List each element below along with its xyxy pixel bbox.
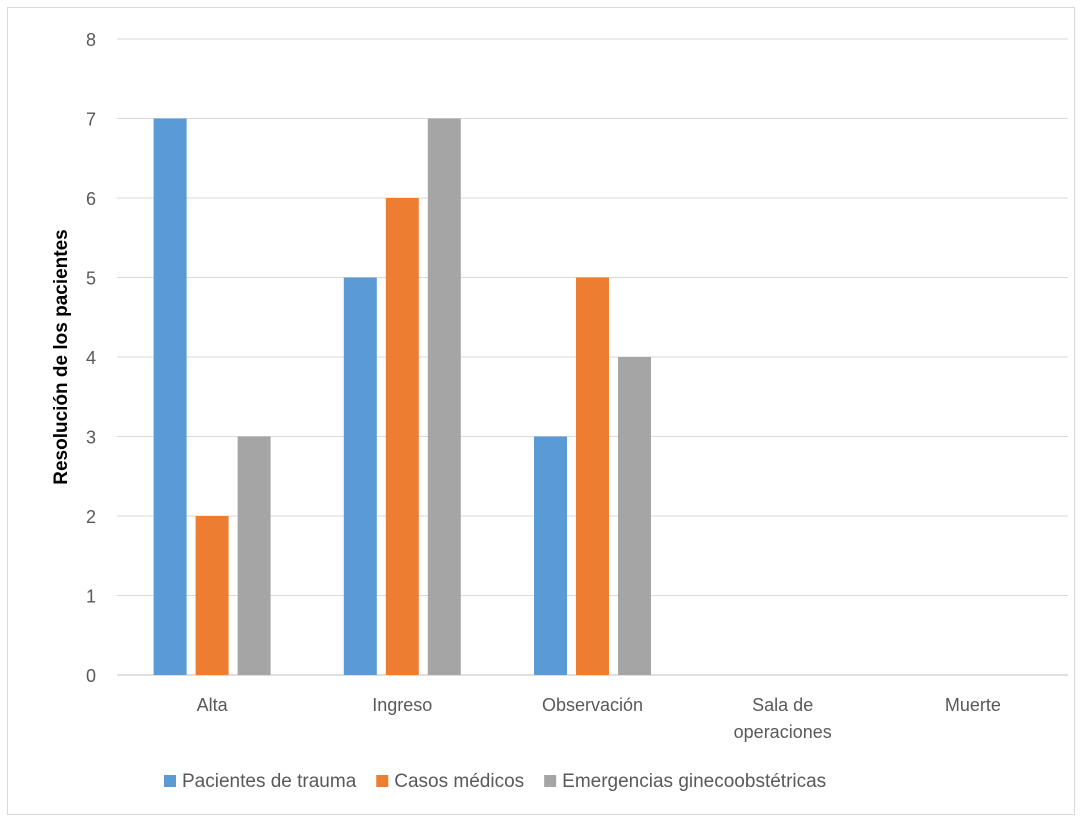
x-tick-label: Alta <box>197 695 229 715</box>
legend-label: Emergencias ginecoobstétricas <box>562 771 826 792</box>
y-tick-label: 8 <box>86 30 96 50</box>
legend-label: Casos médicos <box>394 771 524 792</box>
y-axis-ticks: 0 1 2 3 4 5 6 7 8 <box>86 30 96 686</box>
y-tick-label: 2 <box>86 507 96 527</box>
y-tick-label: 3 <box>86 428 96 448</box>
bar-3 <box>618 357 651 675</box>
bar-2 <box>576 277 609 675</box>
bar-1 <box>534 436 567 675</box>
x-tick-label: Ingreso <box>372 695 432 715</box>
bar-1 <box>153 118 187 675</box>
bar-2 <box>385 198 419 675</box>
y-tick-label: 7 <box>86 110 96 130</box>
legend-swatch <box>164 775 176 787</box>
y-tick-label: 0 <box>86 666 96 686</box>
y-tick-label: 5 <box>86 269 96 289</box>
legend: Pacientes de trauma Casos médicos Emergenc… <box>164 771 826 792</box>
y-tick-label: 6 <box>86 189 96 209</box>
y-tick-label: 4 <box>86 348 96 368</box>
x-tick-label: Sala de <box>752 695 813 715</box>
legend-swatch <box>376 775 389 787</box>
x-tick-label: Muerte <box>945 695 1001 715</box>
bar-1 <box>343 277 377 675</box>
y-axis-label: Resolución de los pacientes <box>51 229 72 485</box>
y-tick-label: 1 <box>86 587 96 607</box>
bar-3 <box>427 118 461 675</box>
x-tick-label: Observación <box>542 695 643 715</box>
legend-swatch <box>544 775 557 787</box>
bars <box>153 118 651 675</box>
x-axis-ticks: Alta Ingreso Observación Sala de operaciones… <box>197 695 1001 742</box>
bar-2 <box>195 516 229 675</box>
bar-3 <box>237 436 271 675</box>
x-tick-label: operaciones <box>734 722 832 742</box>
legend-label: Pacientes de trauma <box>182 771 357 792</box>
